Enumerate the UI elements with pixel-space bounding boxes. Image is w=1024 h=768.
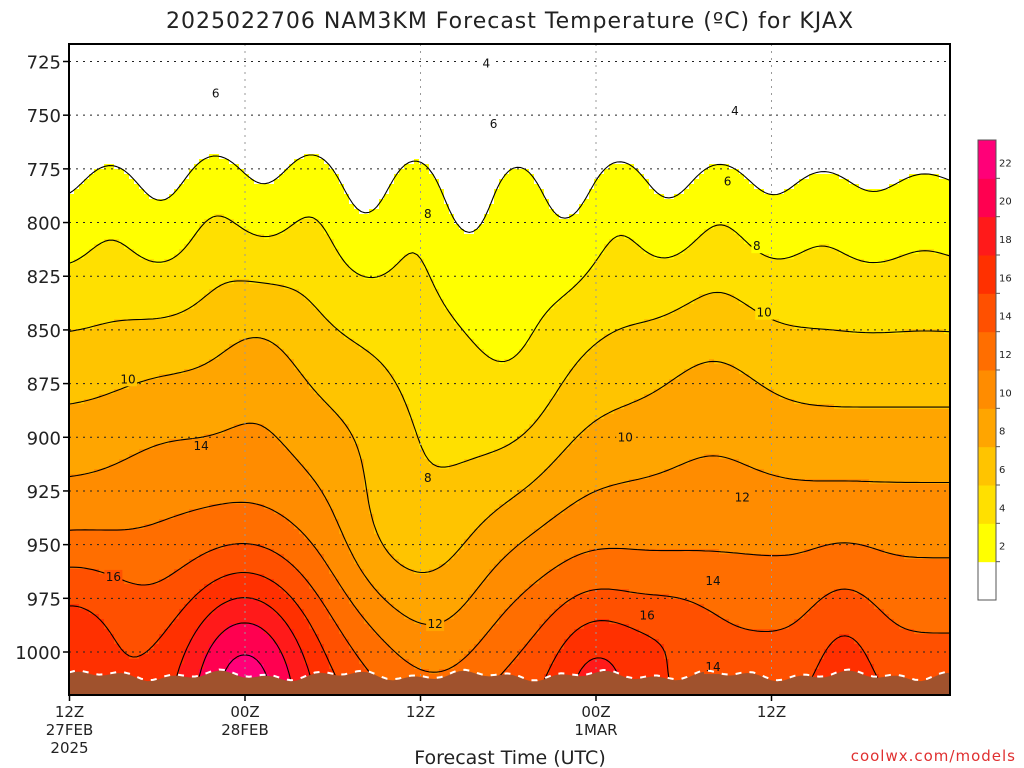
colorbar-bin xyxy=(978,561,996,601)
contour-label-bg xyxy=(751,239,763,254)
contour-label: 8 xyxy=(424,207,432,221)
x-axis-label: Forecast Time (UTC) xyxy=(414,747,605,768)
contour-label: 6 xyxy=(490,117,498,131)
colorbar-bin xyxy=(978,370,996,409)
contour-label-bg xyxy=(210,86,222,101)
y-tick-label: 850 xyxy=(27,321,61,342)
contour-label-bg xyxy=(20,138,31,152)
contour-label-bg xyxy=(488,116,500,131)
contour-line-12 xyxy=(69,501,950,673)
y-tick-label: 950 xyxy=(27,536,61,557)
contour-label: 14 xyxy=(193,439,208,453)
plot-frame xyxy=(68,43,951,696)
y-tick-label: 925 xyxy=(27,482,61,503)
contour-line-14 xyxy=(69,543,950,695)
y-tick-label: 1000 xyxy=(15,643,61,664)
contour-label: 6 xyxy=(212,87,220,101)
contour-label-bg xyxy=(755,305,774,320)
contour-label: 8 xyxy=(22,138,30,152)
colorbar-tick-label: 4 xyxy=(999,503,1005,514)
colorbar-bin xyxy=(978,408,996,448)
colorbar-tick-label: 20 xyxy=(999,197,1012,208)
colorbar-bin xyxy=(978,331,996,371)
contour-label-bg xyxy=(422,471,434,486)
colorbar-bin xyxy=(978,178,996,218)
colorbar-tick-label: 12 xyxy=(999,350,1012,361)
ground-surface xyxy=(69,670,950,695)
contour-label-bg xyxy=(638,608,657,623)
y-tick-label: 900 xyxy=(27,428,61,449)
surface-trace xyxy=(69,668,946,682)
chart-title: 2025022706 NAM3KM Forecast Temperature (… xyxy=(166,9,854,34)
contour-label: 16 xyxy=(640,608,655,622)
contour-label: 8 xyxy=(753,239,761,253)
x-tick-label: 12Z xyxy=(55,703,84,721)
colorbar-tick-label: 16 xyxy=(999,273,1012,284)
y-tick-label: 800 xyxy=(27,214,61,235)
contour-label: 12 xyxy=(427,617,442,631)
contour-label: 4 xyxy=(731,104,739,118)
x-tick-label: 27FEB xyxy=(46,721,93,739)
x-tick-label: 2025 xyxy=(50,739,88,757)
x-tick-label: 12Z xyxy=(757,703,786,721)
contour-label: 6 xyxy=(724,175,732,189)
colorbar-tick-label: 2 xyxy=(999,542,1005,553)
contour-line-2 xyxy=(69,154,950,233)
colorbar-bin xyxy=(978,140,996,179)
colorbar-bin xyxy=(978,255,996,294)
colorbar-tick-label: 22 xyxy=(999,158,1012,169)
colorbar-tick-label: 18 xyxy=(999,235,1012,246)
contour-label-bg xyxy=(422,206,434,221)
contour-label-bg xyxy=(104,569,123,584)
contour-label-bg xyxy=(704,574,722,589)
contour-line-10 xyxy=(69,422,950,626)
contour-label-bg xyxy=(119,372,137,387)
contour-label: 12 xyxy=(735,490,750,504)
y-tick-label: 875 xyxy=(27,375,61,396)
contour-label-bg xyxy=(192,438,211,453)
colorbar-bin xyxy=(978,293,996,333)
contour-label: 14 xyxy=(705,574,720,588)
y-tick-label: 825 xyxy=(27,267,61,288)
contour-label-bg xyxy=(733,490,752,505)
y-tick-label: 975 xyxy=(27,589,61,610)
x-tick-label: 1MAR xyxy=(574,721,617,739)
x-tick-label: 12Z xyxy=(406,703,435,721)
contour-lines xyxy=(69,154,950,695)
colorbar-tick-label: 8 xyxy=(999,427,1005,438)
credit-text[interactable]: coolwx.com/models xyxy=(851,747,1016,765)
contour-label: 8 xyxy=(424,471,432,485)
contour-label-bg xyxy=(616,430,635,445)
colorbar-bin xyxy=(978,485,996,524)
x-tick-label: 28FEB xyxy=(221,721,268,739)
colorbar-bin xyxy=(978,523,996,563)
y-tick-label: 775 xyxy=(27,160,61,181)
contour-label: 10 xyxy=(618,430,633,444)
contour-label-bg xyxy=(722,174,734,189)
contour-label: 4 xyxy=(482,57,490,71)
colorbar-tick-label: 6 xyxy=(999,465,1005,476)
y-tick-label: 750 xyxy=(27,106,61,127)
x-tick-label: 00Z xyxy=(581,703,610,721)
contour-label-bg xyxy=(480,56,492,71)
temperature-field xyxy=(69,44,950,695)
colorbar-bin xyxy=(978,216,996,256)
y-tick-label: 725 xyxy=(27,53,61,74)
colorbar-tick-label: 10 xyxy=(999,388,1012,399)
y-axis: 725 750 775 800 825 850 875 900 925 950 975 1000 xyxy=(15,53,69,664)
colorbar-bin xyxy=(978,446,996,486)
contour-label-bg xyxy=(729,103,741,118)
colorbar: 2 4 6 8 10 12 14 16 18 20 22 xyxy=(977,139,1012,601)
contour-label: 10 xyxy=(120,372,135,386)
x-tick-label: 00Z xyxy=(230,703,259,721)
contour-label: 10 xyxy=(757,306,772,320)
contour-label: 16 xyxy=(106,570,121,584)
contour-line-8 xyxy=(69,337,950,574)
contour-label-bg xyxy=(426,617,445,632)
colorbar-tick-label: 14 xyxy=(999,312,1012,323)
